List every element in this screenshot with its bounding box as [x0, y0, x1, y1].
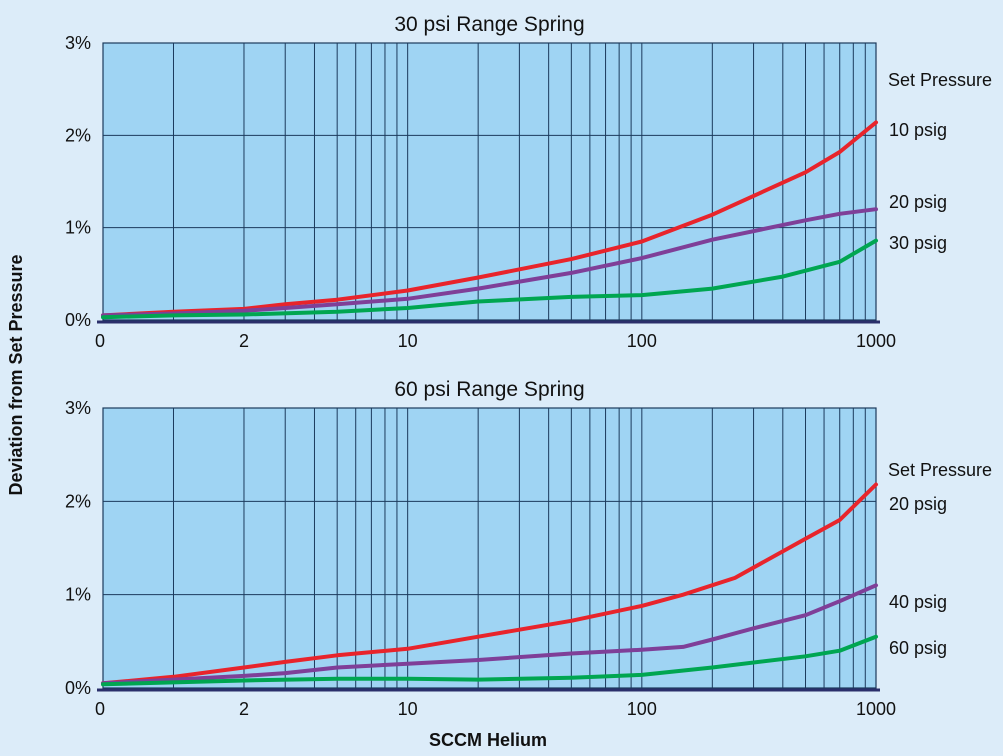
x-tick-label: 0	[95, 699, 105, 719]
chart-panel-2: 0% 1% 2% 3% 0 2 10 100 1000 60 psi Range Spring Se…	[65, 378, 992, 719]
chart-title: 30 psi Range Spring	[394, 13, 584, 36]
y-tick-label: 3%	[65, 398, 91, 418]
plot-frame	[102, 42, 877, 321]
series-line-3	[101, 634, 878, 687]
x-tick-label: 100	[627, 699, 657, 719]
y-tick-label: 0%	[65, 678, 91, 698]
legend-title: Set Pressure	[888, 460, 992, 480]
x-tick-label: 2	[239, 331, 249, 351]
series-label-1: 20 psig	[889, 494, 947, 514]
x-tick-label: 100	[627, 331, 657, 351]
series-line-2	[101, 583, 878, 686]
x-tick-label: 1000	[856, 331, 896, 351]
y-tick-label: 3%	[65, 33, 91, 53]
x-tick-label: 10	[398, 331, 418, 351]
series-label-1: 10 psig	[889, 120, 947, 140]
x-tick-label: 1000	[856, 699, 896, 719]
plot-area	[103, 408, 876, 688]
y-tick-label: 0%	[65, 310, 91, 330]
series-label-3: 60 psig	[889, 638, 947, 658]
x-axis-title: SCCM Helium	[429, 730, 547, 750]
chart-title: 60 psi Range Spring	[394, 378, 584, 401]
series-label-2: 20 psig	[889, 192, 947, 212]
y-tick-label: 2%	[65, 491, 91, 511]
x-tick-label: 10	[398, 699, 418, 719]
series-line-1	[101, 482, 878, 686]
y-tick-label: 2%	[65, 125, 91, 145]
y-axis-title: Deviation from Set Pressure	[6, 254, 26, 495]
y-tick-label: 1%	[65, 218, 91, 238]
series-label-3: 30 psig	[889, 233, 947, 253]
y-tick-label: 1%	[65, 585, 91, 605]
x-tick-label: 2	[239, 699, 249, 719]
chart-panel-1: 0% 1% 2% 3% 0 2 10 100 1000 30 psi Range Spring Se…	[65, 13, 992, 351]
series-line-3	[101, 238, 878, 320]
legend-title: Set Pressure	[888, 70, 992, 90]
series-line-2	[101, 207, 878, 318]
series-label-2: 40 psig	[889, 592, 947, 612]
x-tick-label: 0	[95, 331, 105, 351]
plot-frame	[102, 407, 877, 689]
